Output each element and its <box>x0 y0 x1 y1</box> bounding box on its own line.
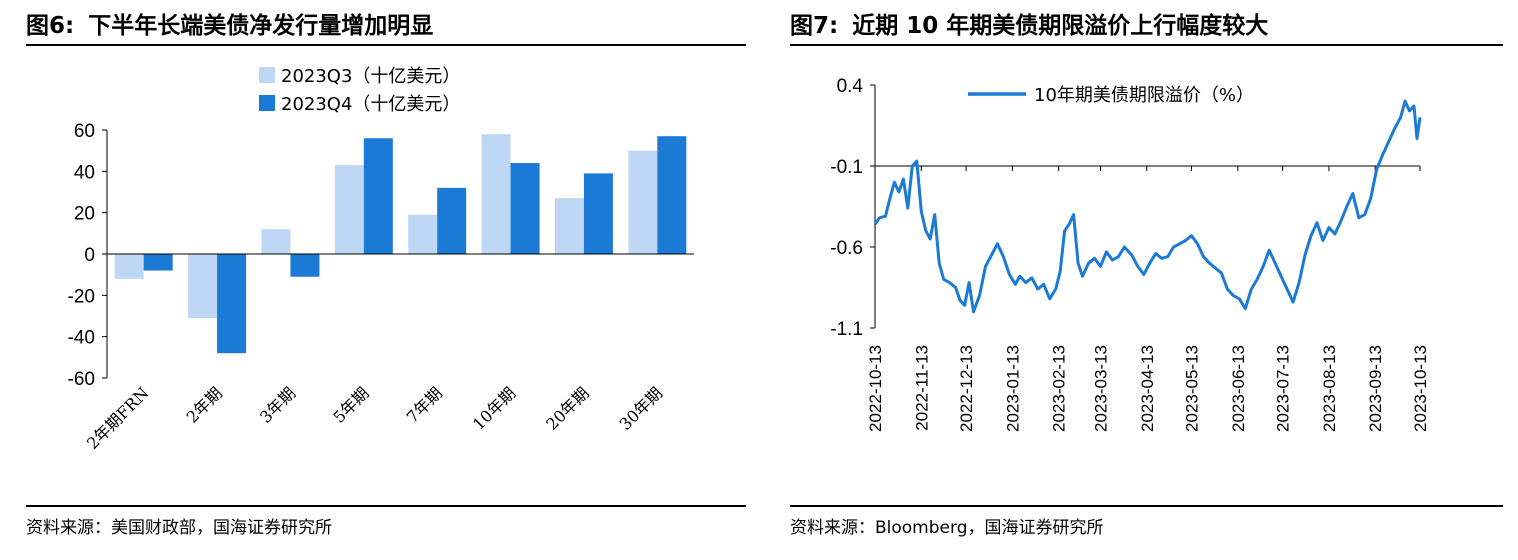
legend-swatch <box>259 67 275 83</box>
bar-q3 <box>334 165 364 254</box>
bar-q4 <box>363 138 393 254</box>
line-x-tick-label: 2023-02-13 <box>1050 345 1069 432</box>
bar-q4 <box>657 136 687 254</box>
bar-q4 <box>217 254 247 354</box>
bar-y-tick-label: -20 <box>68 286 95 307</box>
line-x-tick-label: 2023-09-13 <box>1366 345 1385 432</box>
left-figure-label: 图6: <box>26 13 75 39</box>
term-premium-line <box>873 99 1422 314</box>
right-chart-title: 图7: 近期 10 年期美债期限溢价上行幅度较大 <box>790 6 1268 40</box>
line-y-tick-label: -1.1 <box>830 319 863 340</box>
right-source-rule <box>790 505 1503 507</box>
bar-y-tick-label: 60 <box>74 121 95 142</box>
bar-y-tick-label: 0 <box>84 245 95 266</box>
line-y-tick-label: -0.1 <box>830 157 863 178</box>
line-x-tick-label: 2023-01-13 <box>1003 345 1022 432</box>
left-title-text: 下半年长端美债净发行量增加明显 <box>88 13 434 39</box>
bar-q4 <box>510 163 540 254</box>
line-x-tick-label: 2023-03-13 <box>1091 345 1110 432</box>
bar-q3 <box>261 229 291 254</box>
bar-q3 <box>408 214 438 254</box>
bar-q3 <box>188 254 218 319</box>
bar-q3 <box>554 198 584 254</box>
bar-y-tick-label: 20 <box>74 204 95 225</box>
legend-label: 2023Q3（十亿美元） <box>281 66 460 87</box>
line-x-tick-label: 2023-06-13 <box>1229 345 1248 432</box>
bar-category-label: 20年期 <box>542 383 592 433</box>
line-x-tick-label: 2023-05-13 <box>1183 345 1202 432</box>
line-x-tick-label: 2022-10-13 <box>866 345 885 432</box>
right-figure-label: 图7: <box>790 13 839 39</box>
bar-category-label: 3年期 <box>256 383 299 426</box>
right-source-note: 资料来源：Bloomberg，国海证券研究所 <box>790 518 1104 538</box>
legend-label: 2023Q4（十亿美元） <box>281 94 460 115</box>
bar-q3 <box>628 150 658 254</box>
bar-q3 <box>481 134 511 254</box>
left-chart-title: 图6: 下半年长端美债净发行量增加明显 <box>26 6 433 40</box>
bar-category-label: 2年期FRN <box>83 383 153 453</box>
line-y-tick-label: 0.4 <box>837 76 864 97</box>
line-x-tick-label: 2022-12-13 <box>957 345 976 432</box>
right-title-text: 近期 10 年期美债期限溢价上行幅度较大 <box>852 13 1269 39</box>
bar-q4 <box>583 173 613 254</box>
bar-q3 <box>114 254 144 279</box>
line-x-tick-label: 2023-10-13 <box>1411 345 1430 432</box>
bar-category-label: 10年期 <box>469 383 519 433</box>
left-source-rule <box>26 505 746 507</box>
bar-category-label: 7年期 <box>403 383 446 426</box>
right-title-rule <box>790 44 1503 46</box>
line-x-tick-label: 2022-11-13 <box>912 345 931 431</box>
bar-y-tick-label: -40 <box>68 328 95 349</box>
left-source-note: 资料来源：美国财政部，国海证券研究所 <box>26 518 332 538</box>
line-y-tick-label: -0.6 <box>830 238 863 259</box>
bar-category-label: 5年期 <box>329 383 372 426</box>
bar-q4 <box>437 187 467 254</box>
bar-y-tick-label: -60 <box>68 369 95 390</box>
line-legend-label: 10年期美债期限溢价（%） <box>1034 85 1254 106</box>
bar-category-label: 2年期 <box>183 383 226 426</box>
line-x-tick-label: 2023-08-13 <box>1320 345 1339 432</box>
bar-chart: -60 -40 -20 0 20 40 60 2年期FRN 2年期 3年期 5年期 7年期 10年期 20… <box>68 66 694 453</box>
legend-swatch <box>259 95 275 111</box>
bar-category-label: 30年期 <box>616 383 666 433</box>
left-title-rule <box>26 44 746 46</box>
bar-q4 <box>290 254 320 277</box>
line-chart: -1.1 -0.6 -0.1 0.4 2022-10-13 2022-11-13 2022-… <box>830 76 1430 432</box>
line-x-tick-label: 2023-07-13 <box>1274 345 1293 432</box>
bar-y-tick-label: 40 <box>74 162 95 183</box>
line-x-tick-label: 2023-04-13 <box>1138 345 1157 432</box>
bar-q4 <box>143 254 173 271</box>
